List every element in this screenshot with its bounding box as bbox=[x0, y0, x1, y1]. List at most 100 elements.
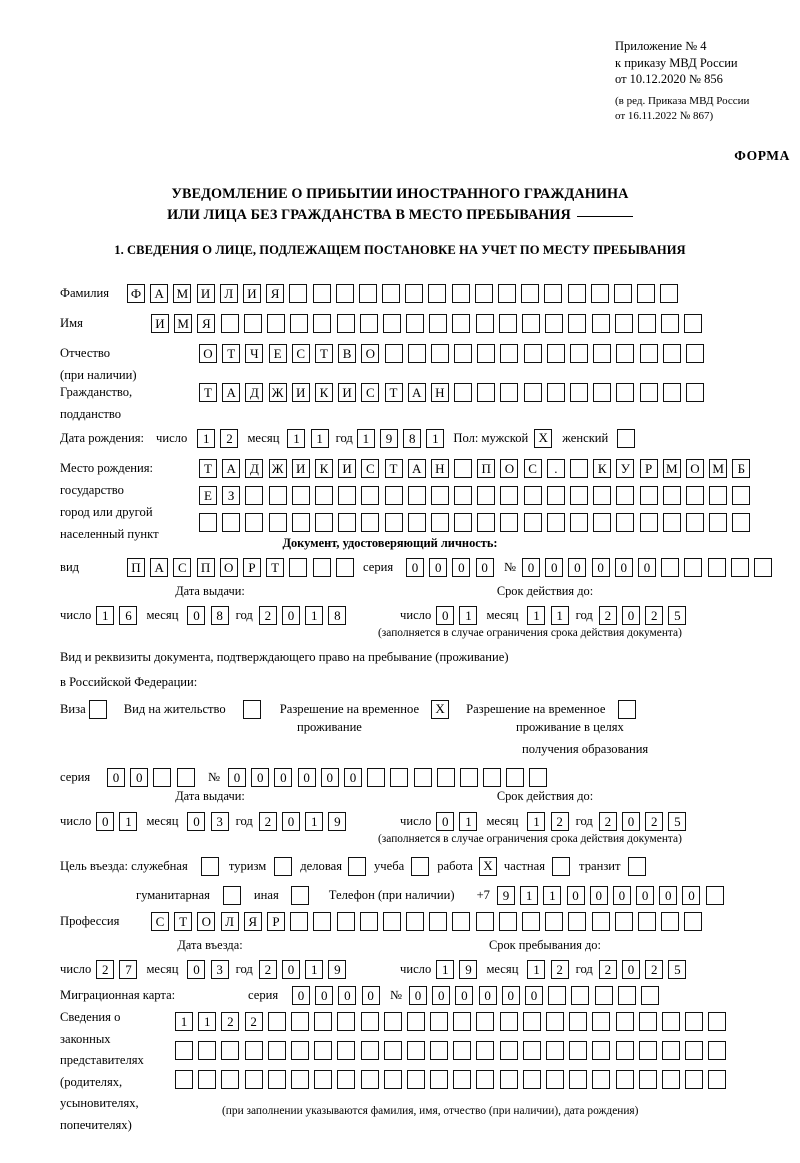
permit-number-cell-11[interactable] bbox=[483, 767, 502, 787]
legal-3-cell-11[interactable] bbox=[430, 1069, 449, 1089]
doc-valid-day-cell-0[interactable]: 0 bbox=[436, 605, 455, 625]
birthplace-city-cell-16[interactable] bbox=[570, 485, 588, 505]
doc-valid-year-cell-0[interactable]: 2 bbox=[598, 605, 617, 625]
doc-number-cell-10[interactable] bbox=[753, 557, 772, 577]
first-name-cell-0[interactable]: И bbox=[151, 313, 169, 333]
permit-number-cell-10[interactable] bbox=[459, 767, 478, 787]
legal-3-cell-21[interactable] bbox=[661, 1069, 680, 1089]
first-name-cell-3[interactable] bbox=[220, 313, 239, 333]
legal-1-cell-9[interactable] bbox=[383, 1011, 402, 1031]
legal-1-cell-20[interactable] bbox=[638, 1011, 657, 1031]
permit-number-cell-3[interactable]: 0 bbox=[297, 767, 316, 787]
surname-cell-8[interactable] bbox=[312, 283, 331, 303]
birthplace-state-cell-15[interactable]: . bbox=[546, 458, 565, 478]
birthplace-state-cell-21[interactable]: О bbox=[685, 458, 704, 478]
phone-cell-0[interactable]: 9 bbox=[496, 885, 515, 905]
surname-cell-4[interactable]: Л bbox=[219, 283, 238, 303]
doc-issue-year-cell-1[interactable]: 0 bbox=[282, 605, 301, 625]
birthplace-state-cell-6[interactable]: И bbox=[338, 458, 357, 478]
surname-cell-20[interactable] bbox=[590, 283, 609, 303]
surname-cell-6[interactable]: Я bbox=[266, 283, 285, 303]
permit-issue-month-cell-0[interactable]: 0 bbox=[187, 811, 206, 831]
profession-cell-5[interactable]: Р bbox=[266, 911, 285, 931]
mig-number-cell-5[interactable]: 0 bbox=[524, 985, 543, 1005]
patronymic-cell-10[interactable] bbox=[430, 343, 449, 363]
profession-cell-19[interactable] bbox=[591, 911, 610, 931]
birthplace-city2-cell-1[interactable] bbox=[222, 512, 241, 532]
birthplace-city2-cell-20[interactable] bbox=[662, 512, 681, 532]
legal-2-cell-5[interactable] bbox=[290, 1040, 309, 1060]
permit-series-cell-0[interactable]: 0 bbox=[107, 767, 125, 787]
birthplace-city-cell-20[interactable] bbox=[662, 485, 681, 505]
phone-cell-6[interactable]: 0 bbox=[636, 885, 655, 905]
doc-valid-year-cell-1[interactable]: 0 bbox=[622, 605, 641, 625]
first-name-cell-22[interactable] bbox=[661, 313, 680, 333]
legal-2-cell-7[interactable] bbox=[337, 1040, 356, 1060]
first-name-cell-4[interactable] bbox=[243, 313, 262, 333]
mig-number-cell-2[interactable]: 0 bbox=[455, 985, 474, 1005]
phone-cell-8[interactable]: 0 bbox=[682, 885, 701, 905]
phone-cell-7[interactable]: 0 bbox=[659, 885, 678, 905]
patronymic-cell-18[interactable] bbox=[616, 343, 635, 363]
doc-valid-month-cell-0[interactable]: 1 bbox=[527, 605, 546, 625]
surname-cell-10[interactable] bbox=[358, 283, 377, 303]
legal-3-cell-17[interactable] bbox=[569, 1069, 588, 1089]
mig-number-cell-10[interactable] bbox=[640, 985, 659, 1005]
legal-1-cell-7[interactable] bbox=[337, 1011, 356, 1031]
patronymic-cell-20[interactable] bbox=[662, 343, 681, 363]
profession-cell-13[interactable] bbox=[452, 911, 471, 931]
permit-valid-year-cell-2[interactable]: 2 bbox=[645, 811, 664, 831]
birthplace-city2-cell-0[interactable] bbox=[199, 512, 217, 532]
doc-issue-year-cell-3[interactable]: 8 bbox=[328, 605, 347, 625]
birthplace-city-cell-21[interactable] bbox=[685, 485, 704, 505]
permit-number-cell-6[interactable] bbox=[367, 767, 386, 787]
profession-cell-17[interactable] bbox=[545, 911, 564, 931]
birth-year-cell-1[interactable]: 9 bbox=[380, 428, 399, 448]
birthplace-city-cell-0[interactable]: Е bbox=[199, 485, 217, 505]
legal-3-cell-2[interactable] bbox=[221, 1069, 240, 1089]
profession-cell-18[interactable] bbox=[568, 911, 587, 931]
first-name-cell-13[interactable] bbox=[452, 313, 471, 333]
citizenship-cell-5[interactable]: К bbox=[314, 382, 333, 402]
legal-1-cell-15[interactable] bbox=[522, 1011, 541, 1031]
legal-3-cell-6[interactable] bbox=[314, 1069, 333, 1089]
doc-valid-month-cell-1[interactable]: 1 bbox=[550, 605, 569, 625]
birthplace-city-cell-6[interactable] bbox=[338, 485, 357, 505]
profession-cell-9[interactable] bbox=[359, 911, 378, 931]
mig-number-cell-0[interactable]: 0 bbox=[409, 985, 427, 1005]
birthplace-city-cell-7[interactable] bbox=[361, 485, 380, 505]
birthplace-city2-cell-2[interactable] bbox=[245, 512, 264, 532]
legal-1-cell-12[interactable] bbox=[453, 1011, 472, 1031]
entry-year-cell-1[interactable]: 0 bbox=[282, 959, 301, 979]
surname-cell-13[interactable] bbox=[428, 283, 447, 303]
birthplace-city-cell-12[interactable] bbox=[477, 485, 496, 505]
birthplace-city2-cell-14[interactable] bbox=[523, 512, 542, 532]
birthplace-state-cell-5[interactable]: К bbox=[314, 458, 333, 478]
patronymic-cell-21[interactable] bbox=[685, 343, 704, 363]
mig-number-cell-9[interactable] bbox=[617, 985, 636, 1005]
citizenship-cell-12[interactable] bbox=[477, 382, 496, 402]
stay-month-cell-1[interactable]: 2 bbox=[550, 959, 569, 979]
legal-1-cell-2[interactable]: 2 bbox=[221, 1011, 240, 1031]
purpose-transit-checkbox[interactable] bbox=[627, 856, 646, 876]
birthplace-state-cell-2[interactable]: Д bbox=[245, 458, 264, 478]
doc-issue-month-cell-0[interactable]: 0 bbox=[187, 605, 206, 625]
legal-3-cell-12[interactable] bbox=[453, 1069, 472, 1089]
legal-2-cell-2[interactable] bbox=[221, 1040, 240, 1060]
mig-series-cell-1[interactable]: 0 bbox=[315, 985, 334, 1005]
legal-2-cell-23[interactable] bbox=[708, 1040, 727, 1060]
surname-cell-5[interactable]: И bbox=[242, 283, 261, 303]
birthplace-city2-cell-9[interactable] bbox=[407, 512, 426, 532]
birthplace-state-cell-14[interactable]: С bbox=[523, 458, 542, 478]
profession-cell-21[interactable] bbox=[637, 911, 656, 931]
